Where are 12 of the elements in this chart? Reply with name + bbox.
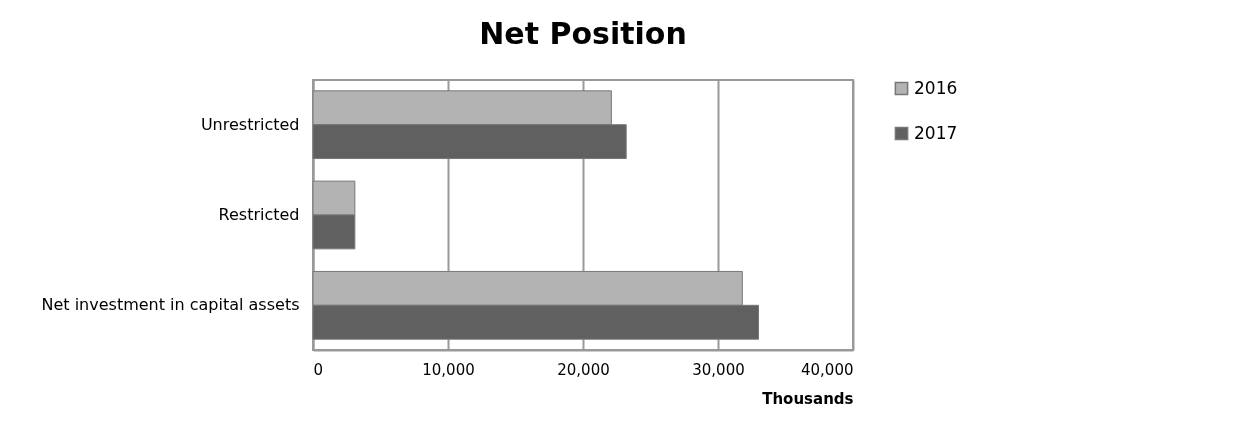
x-tick-label: 40,000 bbox=[801, 360, 854, 379]
x-tick-label: 10,000 bbox=[422, 360, 475, 379]
legend-label: 2017 bbox=[914, 122, 958, 143]
x-tick-label: 30,000 bbox=[692, 360, 745, 379]
y-tick-label: Unrestricted bbox=[200, 114, 300, 134]
chart-title: Net Position bbox=[479, 16, 687, 51]
y-tick-label: Restricted bbox=[218, 205, 300, 224]
y-tick-label: Net investment in capital assets bbox=[41, 295, 300, 315]
x-axis-title: Thousands bbox=[762, 389, 854, 408]
x-tick-label: 0 bbox=[313, 360, 324, 379]
legend-label: 2016 bbox=[914, 77, 958, 98]
x-tick-label: 20,000 bbox=[557, 360, 610, 379]
